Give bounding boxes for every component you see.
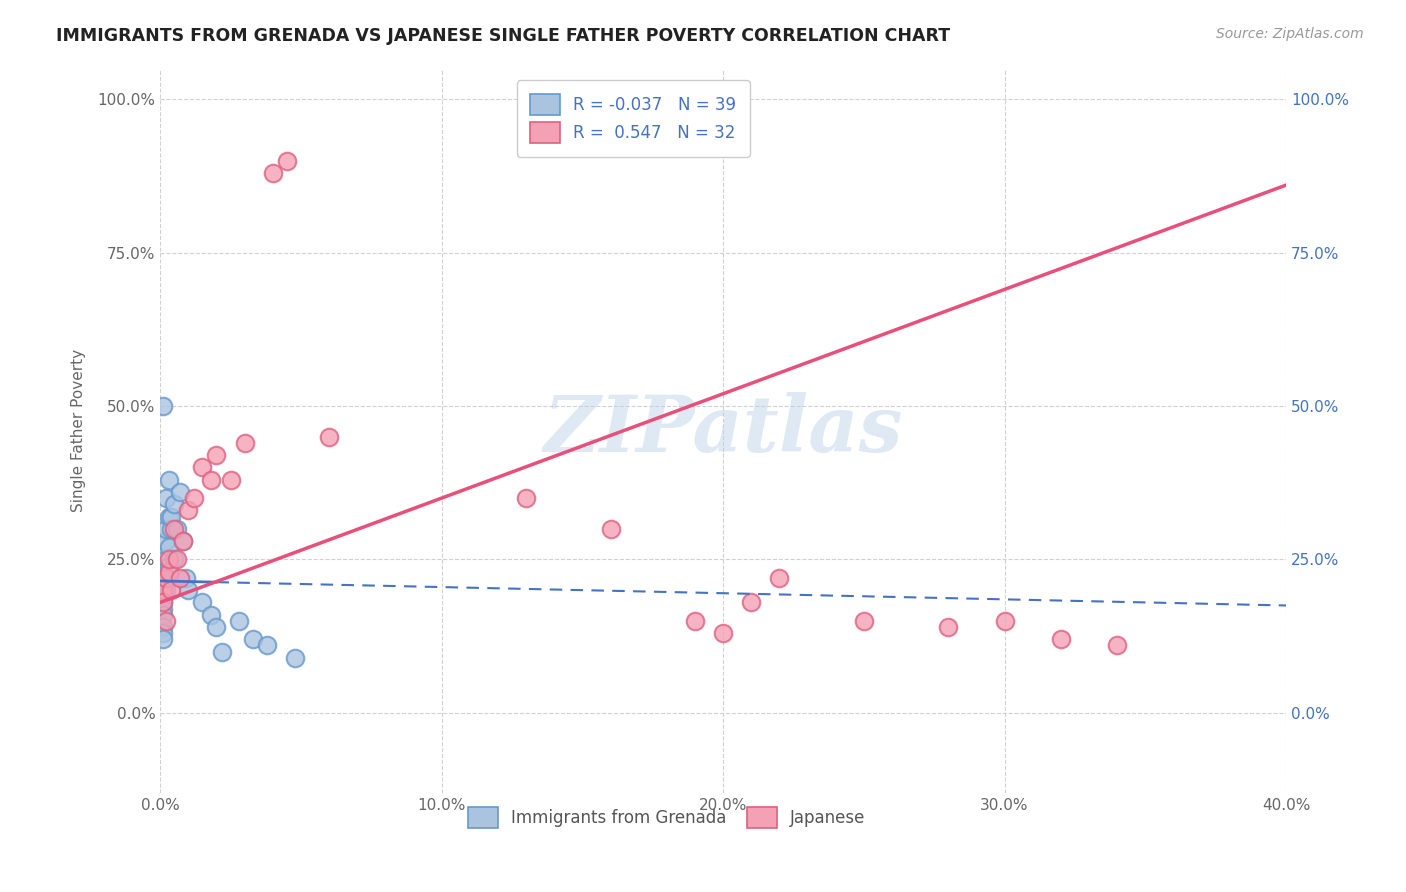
Point [172,534,194,549]
Point [157,565,180,579]
Point [166,522,188,536]
Point [155,571,177,585]
Point [160,509,183,524]
Point [200,473,222,487]
Point [318,430,340,444]
Point [160,583,183,598]
Point [152,399,174,413]
Point [936,620,959,634]
Point [262,166,284,180]
Point [152,595,174,609]
Point [515,491,537,505]
Legend: Immigrants from Grenada, Japanese: Immigrants from Grenada, Japanese [461,800,872,835]
Point [152,589,174,603]
Point [152,565,174,579]
Text: ZIPatlas: ZIPatlas [543,392,903,469]
Point [155,522,177,536]
Point [152,571,174,585]
Point [256,639,278,653]
Point [1107,639,1129,653]
Point [191,595,214,609]
Point [155,491,177,505]
Point [768,571,790,585]
Point [152,601,174,615]
Point [711,626,734,640]
Point [157,558,180,573]
Point [155,583,177,598]
Point [157,473,180,487]
Point [172,534,194,549]
Point [1049,632,1071,647]
Point [599,522,621,536]
Point [152,632,174,647]
Point [219,473,242,487]
Point [163,522,186,536]
Point [191,460,214,475]
Point [200,607,222,622]
Point [155,571,177,585]
Point [152,577,174,591]
Point [211,644,233,658]
Point [163,552,186,566]
Point [177,583,200,598]
Point [152,607,174,622]
Point [276,153,298,168]
Point [205,448,228,462]
Point [152,620,174,634]
Point [152,626,174,640]
Point [155,552,177,566]
Point [157,509,180,524]
Point [683,614,706,628]
Point [852,614,875,628]
Point [228,614,250,628]
Point [169,571,191,585]
Point [157,552,180,566]
Point [155,614,177,628]
Point [183,491,205,505]
Point [152,595,174,609]
Point [169,485,191,500]
Point [155,534,177,549]
Point [163,497,186,511]
Point [157,540,180,554]
Point [152,583,174,598]
Point [740,595,762,609]
Point [160,522,183,536]
Point [205,620,228,634]
Y-axis label: Single Father Poverty: Single Father Poverty [72,349,86,512]
Text: IMMIGRANTS FROM GRENADA VS JAPANESE SINGLE FATHER POVERTY CORRELATION CHART: IMMIGRANTS FROM GRENADA VS JAPANESE SING… [56,27,950,45]
Point [993,614,1015,628]
Point [166,552,188,566]
Point [284,650,307,665]
Point [177,503,200,517]
Point [152,583,174,598]
Point [242,632,264,647]
Text: Source: ZipAtlas.com: Source: ZipAtlas.com [1216,27,1364,41]
Point [174,571,197,585]
Point [233,435,256,450]
